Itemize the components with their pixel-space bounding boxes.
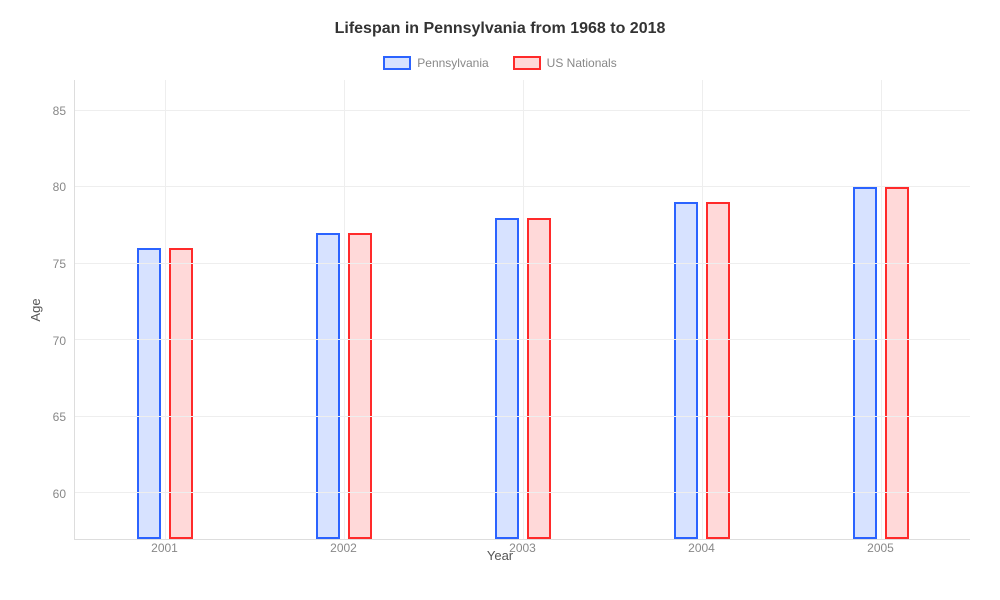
chart-container: Lifespan in Pennsylvania from 1968 to 20… (0, 0, 1000, 600)
legend: Pennsylvania US Nationals (30, 56, 970, 70)
bar (885, 187, 909, 539)
bar-group (316, 80, 372, 539)
legend-swatch (513, 56, 541, 70)
y-tick-label: 65 (53, 410, 66, 424)
y-tick-label: 80 (53, 180, 66, 194)
bar (137, 248, 161, 539)
h-gridline (75, 492, 970, 493)
bar (706, 202, 730, 539)
bar (495, 218, 519, 539)
h-gridline (75, 186, 970, 187)
y-tick-label: 85 (53, 104, 66, 118)
bar (853, 187, 877, 539)
bar-group (495, 80, 551, 539)
x-tick-label: 2002 (330, 541, 357, 555)
bar-group (674, 80, 730, 539)
legend-item-pennsylvania: Pennsylvania (383, 56, 488, 70)
y-ticks: 60 65 70 75 80 85 (30, 80, 74, 540)
x-tick-label: 2001 (151, 541, 178, 555)
bar-group (137, 80, 193, 539)
h-gridline (75, 110, 970, 111)
plot-area: 20012002200320042005 (74, 80, 970, 540)
bar (527, 218, 551, 539)
bars-layer (75, 80, 970, 539)
chart-title: Lifespan in Pennsylvania from 1968 to 20… (30, 20, 970, 38)
y-tick-label: 70 (53, 334, 66, 348)
bar-group (853, 80, 909, 539)
x-ticks: 2001 2002 2003 2004 2005 (75, 541, 970, 561)
h-gridline (75, 263, 970, 264)
legend-label: US Nationals (547, 56, 617, 70)
legend-label: Pennsylvania (417, 56, 488, 70)
legend-swatch (383, 56, 411, 70)
x-tick-label: 2004 (688, 541, 715, 555)
y-tick-label: 75 (53, 257, 66, 271)
x-tick-label: 2005 (867, 541, 894, 555)
bar (674, 202, 698, 539)
h-gridline (75, 339, 970, 340)
h-gridline (75, 416, 970, 417)
x-tick-label: 2003 (509, 541, 536, 555)
bar (169, 248, 193, 539)
legend-item-us-nationals: US Nationals (513, 56, 617, 70)
y-tick-label: 60 (53, 487, 66, 501)
plot-wrap: Age 606570758085 20012002200320042005 (30, 80, 970, 540)
